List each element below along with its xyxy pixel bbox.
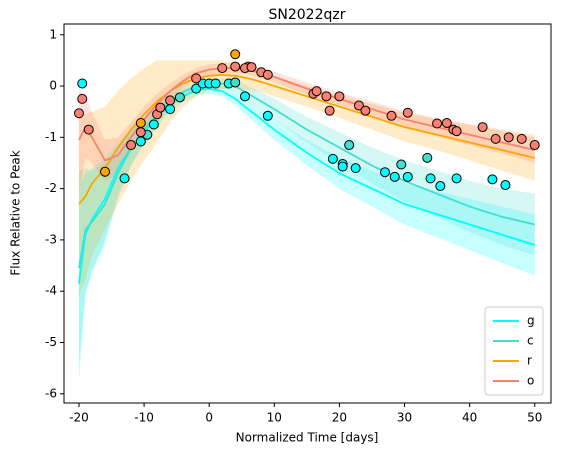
- data-point: [337, 161, 348, 172]
- data-point: [324, 105, 335, 116]
- data-point: [402, 107, 413, 118]
- data-point: [396, 159, 407, 170]
- plot-area: [73, 49, 540, 381]
- data-point: [119, 173, 130, 184]
- y-tick-label: -4: [45, 284, 57, 298]
- data-point: [353, 100, 364, 111]
- data-point: [165, 104, 176, 115]
- data-point: [210, 78, 221, 89]
- legend-label: r: [527, 354, 532, 368]
- data-point: [344, 140, 355, 151]
- data-point: [451, 126, 462, 137]
- x-tick-label: -20: [69, 411, 89, 425]
- data-point: [441, 117, 452, 128]
- confidence-band: [78, 83, 535, 381]
- data-point: [230, 49, 241, 60]
- x-tick-label: 40: [462, 411, 477, 425]
- x-tick-label: -10: [134, 411, 154, 425]
- confidence-band: [78, 78, 535, 366]
- data-point: [311, 86, 322, 97]
- y-tick-label: 1: [49, 27, 57, 41]
- legend-box: [484, 306, 544, 396]
- data-point: [155, 102, 166, 113]
- data-point: [503, 132, 514, 143]
- data-point: [217, 63, 228, 74]
- data-point: [174, 92, 185, 103]
- data-point: [389, 171, 400, 182]
- x-tick-label: 20: [332, 411, 347, 425]
- data-point: [360, 105, 371, 116]
- data-point: [135, 127, 146, 138]
- data-point: [529, 140, 540, 151]
- data-point: [135, 117, 146, 128]
- data-point: [230, 77, 241, 88]
- x-tick-label: 50: [527, 411, 542, 425]
- data-point: [321, 91, 332, 102]
- x-tick-label: 10: [267, 411, 282, 425]
- x-tick-label: 30: [397, 411, 412, 425]
- y-tick-label: -3: [45, 232, 57, 246]
- data-point: [350, 163, 361, 174]
- y-tick-label: 0: [49, 79, 57, 93]
- data-point: [77, 93, 88, 104]
- data-point: [516, 133, 527, 144]
- data-point: [262, 69, 273, 80]
- data-point: [432, 118, 443, 129]
- legend-label: c: [527, 334, 534, 348]
- data-point: [191, 83, 202, 94]
- y-tick-label: -2: [45, 181, 57, 195]
- data-point: [148, 119, 159, 130]
- data-point: [126, 140, 137, 151]
- y-tick-label: -6: [45, 386, 57, 400]
- data-point: [230, 61, 241, 72]
- data-point: [77, 78, 88, 89]
- y-tick-label: -5: [45, 335, 57, 349]
- data-point: [83, 124, 94, 135]
- model-line: [78, 73, 535, 205]
- y-axis-label: Flux Relative to Peak: [9, 150, 23, 275]
- data-point: [379, 167, 390, 178]
- data-point: [425, 173, 436, 184]
- legend-label: o: [527, 374, 534, 388]
- data-point: [73, 108, 84, 119]
- data-point: [402, 171, 413, 182]
- data-point: [451, 173, 462, 184]
- data-point: [246, 62, 257, 73]
- data-point: [386, 110, 397, 121]
- data-point: [262, 110, 273, 121]
- legend-label: g: [527, 314, 535, 328]
- data-point: [490, 133, 501, 144]
- data-point: [500, 180, 511, 191]
- x-tick-label: 0: [205, 411, 213, 425]
- data-point: [334, 91, 345, 102]
- data-point: [422, 152, 433, 163]
- data-point: [477, 122, 488, 133]
- data-point: [165, 95, 176, 106]
- confidence-band: [78, 60, 535, 297]
- data-point: [487, 174, 498, 185]
- model-line: [78, 87, 535, 284]
- chart-title: SN2022qzr: [269, 7, 346, 23]
- y-tick-label: -1: [45, 130, 57, 144]
- x-axis-label: Normalized Time [days]: [236, 431, 379, 445]
- axes-frame: [63, 23, 552, 404]
- data-point: [239, 91, 250, 102]
- model-line: [78, 82, 535, 269]
- data-point: [100, 166, 111, 177]
- data-point: [435, 181, 446, 192]
- data-point: [191, 73, 202, 84]
- data-point: [327, 153, 338, 164]
